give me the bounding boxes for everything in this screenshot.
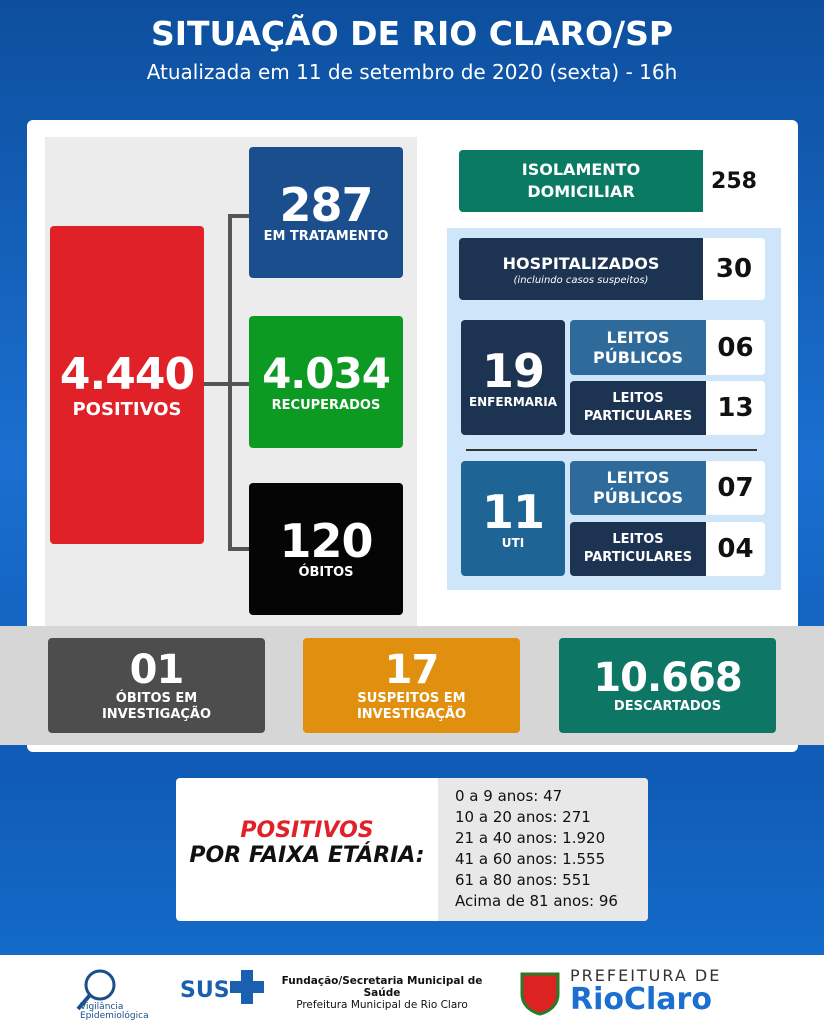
hospitalizados-value: 30 — [703, 238, 765, 300]
value: 287 — [279, 177, 373, 232]
label: ÓBITOS — [298, 565, 354, 580]
age-row: 10 a 20 anos: 271 — [455, 808, 591, 826]
label: LEITOS PARTICULARES — [583, 532, 693, 565]
isolamento-value: 258 — [703, 150, 765, 212]
descartados-box: 10.668 DESCARTADOS — [559, 638, 776, 733]
fundacao-line: Prefeitura Municipal de Rio Claro — [296, 999, 468, 1011]
label: LEITOS PARTICULARES — [583, 391, 693, 424]
label: RECUPERADOS — [271, 398, 381, 413]
label: SUSPEITOS EM INVESTIGAÇÃO — [356, 690, 467, 722]
value: 17 — [384, 646, 440, 693]
connector — [228, 214, 232, 551]
heading-line: POR FAIXA ETÁRIA: — [189, 843, 425, 868]
tratamento-box: 287 EM TRATAMENTO — [249, 147, 403, 278]
brasao — [520, 972, 560, 1016]
label: LEITOS PÚBLICOS — [593, 327, 683, 367]
separator — [466, 449, 757, 451]
value: 120 — [279, 514, 373, 568]
label: POSITIVOS — [72, 398, 182, 420]
leitos-label: LEITOS PARTICULARES — [570, 381, 706, 435]
value: 4.440 — [59, 348, 195, 400]
investigacao-box: 01 ÓBITOS EM INVESTIGAÇÃO — [48, 638, 265, 733]
age-list: 0 a 9 anos: 47 10 a 20 anos: 271 21 a 40 a… — [455, 786, 645, 912]
vigilancia-text: Vigilância Epidemiológica — [80, 1002, 149, 1021]
leitos-value: 07 — [706, 461, 765, 515]
fundacao: Fundação/Secretaria Municipal de Saúde P… — [272, 975, 492, 1011]
label: ENFERMARIA — [468, 394, 558, 409]
label: HOSPITALIZADOS — [502, 253, 660, 273]
heading-line: POSITIVOS — [240, 818, 374, 843]
label: UTI — [501, 535, 525, 550]
recuperados-box: 4.034 RECUPERADOS — [249, 316, 403, 448]
label: EM TRATAMENTO — [263, 228, 389, 244]
note: (incluindo casos suspeitos) — [513, 274, 649, 286]
sus-cross — [230, 970, 264, 1004]
age-list-bg — [438, 778, 648, 921]
age-row: 0 a 9 anos: 47 — [455, 787, 563, 805]
prefeitura-text: PREFEITURA DE — [570, 966, 722, 985]
hospitalizados-label: HOSPITALIZADOS (incluindo casos suspeito… — [459, 238, 703, 300]
sus-text: SUS — [180, 978, 230, 1003]
leitos-value: 13 — [706, 381, 765, 435]
age-row: 61 a 80 anos: 551 — [455, 871, 591, 889]
rioclaro-text: RioClaro — [570, 982, 712, 1017]
footer — [0, 955, 824, 1024]
positivos-box: 4.440 POSITIVOS — [50, 226, 204, 544]
value: 4.034 — [262, 349, 391, 398]
value: 19 — [481, 343, 545, 398]
leitos-label: LEITOS PÚBLICOS — [570, 461, 706, 515]
label: LEITOS PÚBLICOS — [593, 468, 683, 507]
age-row: 21 a 40 anos: 1.920 — [455, 829, 606, 847]
leitos-label: LEITOS PARTICULARES — [570, 522, 706, 576]
age-row: Acima de 81 anos: 96 — [455, 892, 618, 910]
label: ISOLAMENTO DOMICILIAR — [521, 160, 641, 201]
age-heading: POSITIVOS POR FAIXA ETÁRIA: — [176, 818, 438, 868]
value: 01 — [129, 646, 185, 693]
label: ÓBITOS EM INVESTIGAÇÃO — [101, 690, 212, 722]
isolamento-label: ISOLAMENTO DOMICILIAR — [459, 150, 703, 212]
enfermaria-box: 19 ENFERMARIA — [461, 320, 565, 435]
leitos-label: LEITOS PÚBLICOS — [570, 320, 706, 375]
value: 10.668 — [593, 654, 742, 701]
connector — [228, 547, 249, 551]
fundacao-line: Fundação/Secretaria Municipal de Saúde — [281, 975, 483, 999]
age-row: 41 a 60 anos: 1.555 — [455, 850, 606, 868]
connector — [204, 382, 249, 386]
title: SITUAÇÃO DE RIO CLARO/SP — [150, 14, 674, 53]
obitos-box: 120 ÓBITOS — [249, 483, 403, 615]
subtitle: Atualizada em 11 de setembro de 2020 (se… — [146, 60, 678, 84]
suspeitos-box: 17 SUSPEITOS EM INVESTIGAÇÃO — [303, 638, 520, 733]
label: DESCARTADOS — [613, 698, 722, 714]
uti-box: 11 UTI — [461, 461, 565, 576]
vigilancia-logo — [76, 969, 116, 1011]
connector — [228, 214, 249, 218]
leitos-value: 04 — [706, 522, 765, 576]
value: 11 — [481, 484, 545, 539]
leitos-value: 06 — [706, 320, 765, 375]
